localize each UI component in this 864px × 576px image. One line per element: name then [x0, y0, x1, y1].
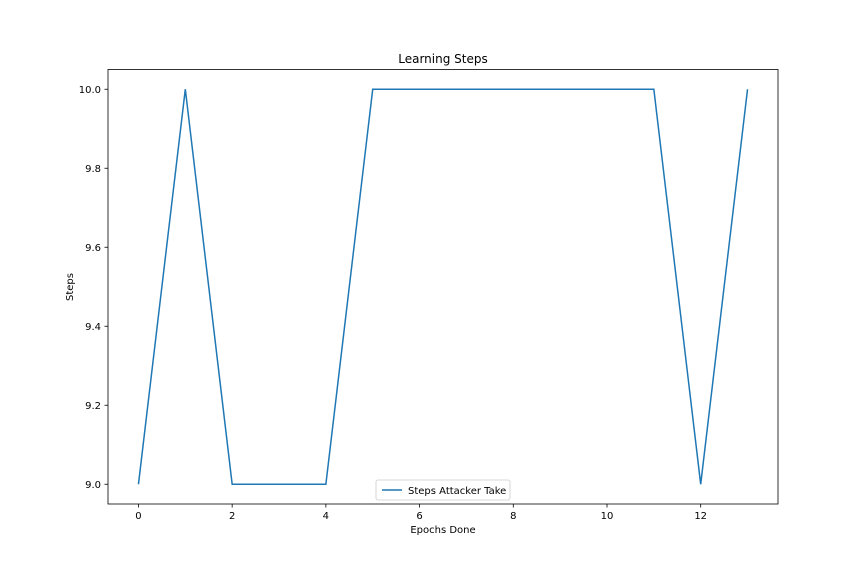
- legend-box: [375, 479, 511, 501]
- x-tick-label: 2: [229, 511, 235, 522]
- y-tick-label: 9.0: [85, 480, 101, 491]
- y-tick-label: 9.2: [85, 401, 101, 412]
- y-axis-label: Steps: [65, 273, 76, 301]
- x-tick-label: 10: [601, 511, 614, 522]
- y-tick-label: 9.6: [85, 243, 101, 254]
- y-tick-label: 9.8: [85, 164, 101, 175]
- x-tick-label: 4: [323, 511, 329, 522]
- y-tick-label: 10.0: [79, 85, 101, 96]
- legend-label: Steps Attacker Take: [408, 486, 506, 497]
- ticks-layer: 0 2 4 6 8 10 12 9.0 9.2 9.4 9.6 9.8 10.0: [79, 85, 707, 522]
- legend: Steps Attacker Take: [375, 479, 511, 501]
- series-line: [137, 88, 749, 485]
- chart-title: Learning Steps: [398, 52, 487, 66]
- x-tick-label: 6: [416, 511, 422, 522]
- series-layer: [137, 88, 749, 485]
- plot-frame: [107, 69, 779, 505]
- x-tick-label: 8: [510, 511, 516, 522]
- x-axis-label: Epochs Done: [410, 525, 475, 536]
- x-tick-label: 0: [135, 511, 141, 522]
- y-tick-label: 9.4: [85, 322, 101, 333]
- x-tick-label: 12: [694, 511, 707, 522]
